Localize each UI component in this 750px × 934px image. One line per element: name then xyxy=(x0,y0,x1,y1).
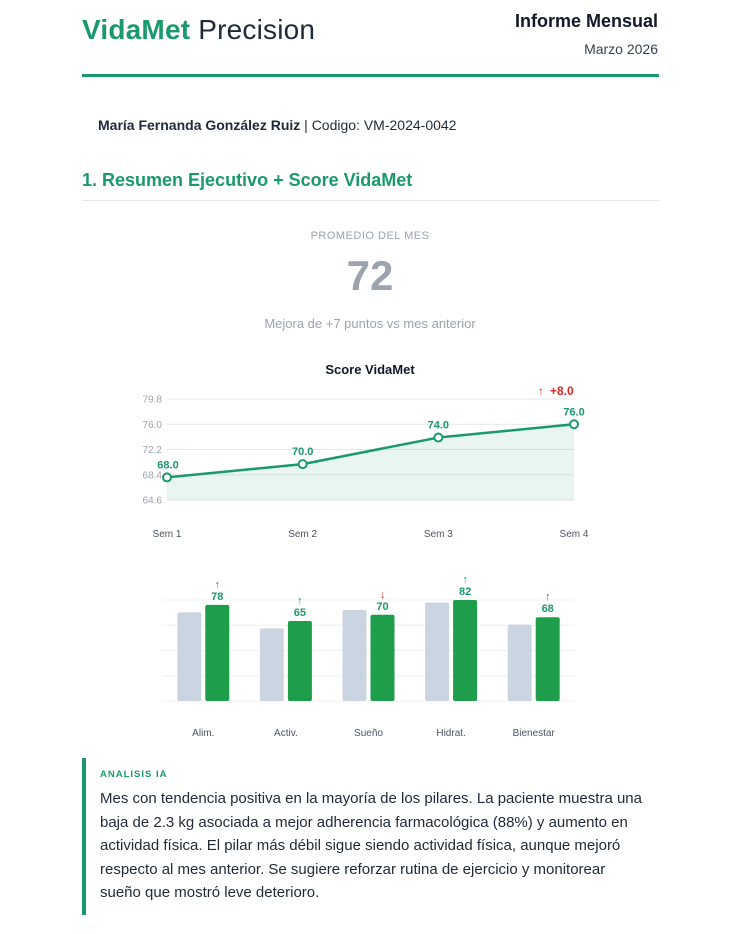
patient-info: María Fernanda González Ruiz | Codigo: V… xyxy=(98,117,456,133)
section-divider xyxy=(82,200,659,201)
bar-current xyxy=(287,620,312,701)
line-chart-x-tick: Sem 3 xyxy=(424,529,453,540)
patient-separator: | xyxy=(304,117,308,133)
patient-code-label: Codigo: xyxy=(311,117,360,133)
bar-x-tick: Activ. xyxy=(274,728,298,739)
line-chart-point xyxy=(433,432,444,443)
brand-secondary: Precision xyxy=(198,14,316,45)
average-label: PROMEDIO DEL MES xyxy=(310,230,430,242)
bar-x-tick: Bienestar xyxy=(513,728,556,739)
header-divider xyxy=(82,74,659,77)
bar-trend-arrow: ↑ xyxy=(462,574,468,586)
patient-code: VM-2024-0042 xyxy=(363,117,457,133)
line-chart-data-label: 74.0 xyxy=(428,420,449,432)
line-chart-y-tick: 64.6 xyxy=(143,496,163,507)
bar-trend-arrow: ↓ xyxy=(380,589,386,601)
line-chart-series-line xyxy=(166,423,575,479)
brand-logo: VidaMet Precision xyxy=(82,14,315,46)
line-chart-annotation-arrow: ↑ xyxy=(538,384,544,398)
bar-previous xyxy=(342,609,367,701)
bar-current xyxy=(205,604,230,701)
report-date: Marzo 2026 xyxy=(584,41,658,57)
ai-analysis-box: ANALISIS IA Mes con tendencia positiva e… xyxy=(82,758,663,915)
line-chart-data-label: 76.0 xyxy=(563,406,584,418)
bar-data-label: 70 xyxy=(376,601,388,613)
bar-previous xyxy=(259,628,284,701)
line-chart-data-label: 70.0 xyxy=(292,446,313,458)
patient-name: María Fernanda González Ruiz xyxy=(98,117,301,133)
line-chart-point xyxy=(297,459,308,470)
average-value: 72 xyxy=(346,252,394,299)
brand-primary: VidaMet xyxy=(82,14,191,45)
line-chart-x-tick: Sem 2 xyxy=(288,529,317,540)
bar-previous xyxy=(425,602,450,701)
ai-analysis-text: Mes con tendencia positiva en la mayoría… xyxy=(100,790,642,901)
bar-current xyxy=(453,600,478,701)
score-line-chart: Score VidaMet 79.8 76.0 72.2 68.4 64.6 68.0 Sem… xyxy=(143,362,589,540)
pillars-bar-chart: 78↑Alim.65↑Activ.70↓Sueño82↑Hidrat.68↑Bi… xyxy=(162,574,575,739)
bar-data-label: 82 xyxy=(459,586,471,598)
line-chart-y-tick: 76.0 xyxy=(143,420,163,431)
line-chart-y-tick: 68.4 xyxy=(143,470,163,481)
line-chart-data-label: 68.0 xyxy=(157,459,178,471)
bar-previous xyxy=(177,612,202,701)
bar-current xyxy=(370,614,395,701)
line-chart-y-tick: 79.8 xyxy=(143,395,163,406)
line-chart-title: Score VidaMet xyxy=(325,362,415,377)
line-chart-annotation: +8.0 xyxy=(550,384,574,398)
line-chart-y-tick: 72.2 xyxy=(143,445,163,456)
bar-current xyxy=(535,617,560,701)
bar-previous xyxy=(507,624,532,701)
line-chart-point xyxy=(569,419,579,430)
line-chart-area xyxy=(167,424,574,500)
bar-trend-arrow: ↑ xyxy=(215,579,221,591)
bar-data-label: 78 xyxy=(211,591,223,603)
bar-data-label: 65 xyxy=(294,607,306,619)
ai-analysis-label: ANALISIS IA xyxy=(100,769,168,780)
line-chart-x-tick: Sem 1 xyxy=(153,529,182,540)
line-chart-point xyxy=(162,472,172,483)
bar-trend-arrow: ↑ xyxy=(297,595,303,607)
bar-data-label: 68 xyxy=(542,603,554,615)
report-title: Informe Mensual xyxy=(514,11,658,31)
bar-x-tick: Alim. xyxy=(192,728,214,739)
bar-x-tick: Sueño xyxy=(354,728,383,739)
section-title: 1. Resumen Ejecutivo + Score VidaMet xyxy=(82,170,413,190)
bar-x-tick: Hidrat. xyxy=(436,728,465,739)
average-note: Mejora de +7 puntos vs mes anterior xyxy=(264,316,476,331)
bar-trend-arrow: ↑ xyxy=(545,591,551,603)
line-chart-x-tick: Sem 4 xyxy=(560,529,589,540)
